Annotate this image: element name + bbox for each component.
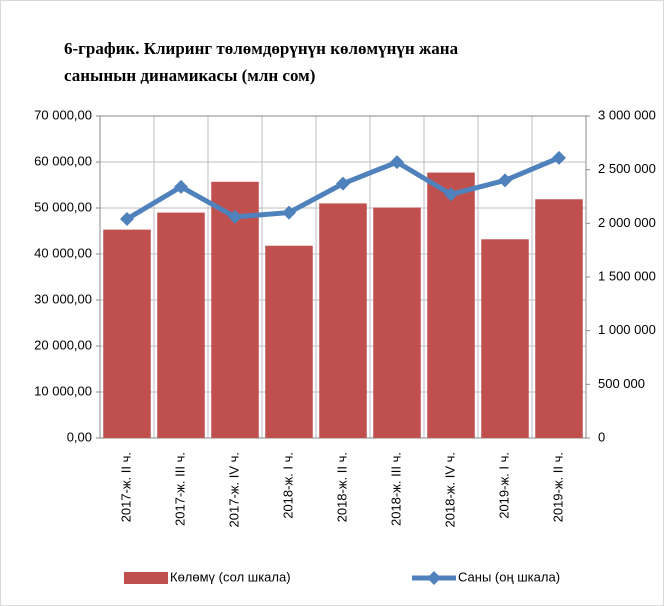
- line-marker: [336, 176, 350, 191]
- bar: [103, 229, 151, 438]
- y-tick-label: 40 000,00: [34, 245, 92, 260]
- legend-marker: [427, 571, 441, 585]
- y-tick-label: 50 000,00: [34, 199, 92, 214]
- y2-tick-label: 2 000 000: [598, 215, 656, 230]
- y-tick-label: 70 000,00: [34, 107, 92, 122]
- x-tick-label: 2019-ж. I ч.: [496, 452, 511, 519]
- y-tick-label: 60 000,00: [34, 153, 92, 168]
- legend-label: Көлөмү (сол шкала): [170, 569, 291, 584]
- line-marker: [174, 179, 188, 194]
- line-marker: [498, 173, 512, 188]
- x-tick-label: 2017-ж. III ч.: [172, 452, 187, 526]
- y2-tick-label: 0: [598, 429, 605, 444]
- bar: [319, 203, 367, 438]
- bar: [535, 199, 583, 438]
- y2-tick-label: 500 000: [598, 376, 645, 391]
- line-marker: [444, 187, 458, 202]
- legend-swatch: [124, 572, 168, 584]
- bar: [481, 239, 529, 438]
- x-tick-label: 2018-ж. I ч.: [280, 452, 295, 519]
- line-marker: [282, 205, 296, 220]
- y-tick-label: 10 000,00: [34, 383, 92, 398]
- line-marker: [120, 212, 134, 227]
- chart-title: 6-график. Клиринг төлөмдөрүнүн көлөмүнүн…: [64, 39, 459, 58]
- legend-label: Саны (оң шкала): [458, 569, 560, 584]
- bar: [157, 212, 205, 438]
- y2-tick-label: 2 500 000: [598, 161, 656, 176]
- bar: [211, 181, 259, 438]
- bar: [373, 207, 421, 438]
- x-tick-label: 2018-ж. III ч.: [388, 452, 403, 526]
- x-tick-label: 2019-ж. II ч.: [550, 452, 565, 522]
- chart-title: санынын динамикасы (млн сом): [64, 66, 315, 85]
- y-tick-label: 0,00: [67, 429, 92, 444]
- x-tick-label: 2017-ж. IV ч.: [226, 452, 241, 527]
- x-tick-label: 2017-ж. II ч.: [118, 452, 133, 522]
- y-tick-label: 30 000,00: [34, 291, 92, 306]
- y2-tick-label: 3 000 000: [598, 107, 656, 122]
- bar: [427, 172, 475, 438]
- line-marker: [390, 155, 404, 170]
- y2-tick-label: 1 000 000: [598, 322, 656, 337]
- line-marker: [552, 150, 566, 165]
- x-tick-label: 2018-ж. IV ч.: [442, 452, 457, 527]
- y2-tick-label: 1 500 000: [598, 268, 656, 283]
- bar: [265, 245, 313, 438]
- y-tick-label: 20 000,00: [34, 337, 92, 352]
- x-tick-label: 2018-ж. II ч.: [334, 452, 349, 522]
- line-marker: [228, 209, 242, 224]
